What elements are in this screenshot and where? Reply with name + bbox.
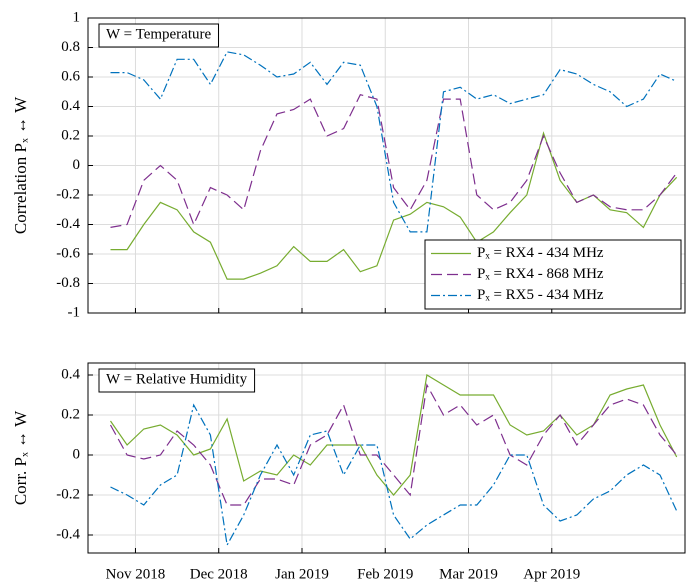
- y-tick-label: 0.6: [61, 68, 80, 84]
- y-axis-label: Correlation Pₓ ↔ W: [11, 96, 30, 234]
- annotation-box: [98, 23, 219, 48]
- y-tick-label: -0.2: [56, 186, 80, 202]
- y-tick-label: -0.8: [56, 275, 80, 291]
- x-tick-label: Apr 2019: [523, 566, 580, 582]
- y-tick-label: -1: [68, 304, 81, 320]
- annotation-box: [98, 368, 256, 393]
- y-tick-label: -0.2: [56, 486, 80, 502]
- legend-label: Pₓ = RX4 - 868 MHz: [477, 266, 604, 282]
- y-tick-label: 0: [73, 446, 81, 462]
- y-tick-label: 0: [73, 157, 81, 173]
- annotation: W = Relative Humidity: [106, 371, 248, 387]
- y-axis-label: Corr. Pₓ ↔ W: [11, 410, 30, 505]
- series-line: [110, 51, 677, 233]
- y-tick-label: 0.4: [61, 366, 80, 382]
- y-tick-label: -0.6: [56, 245, 80, 261]
- y-tick-label: 1: [73, 9, 81, 25]
- x-tick-label: Mar 2019: [439, 566, 498, 582]
- y-tick-label: 0.4: [61, 98, 80, 114]
- x-tick-label: Dec 2018: [190, 566, 248, 582]
- y-tick-label: 0.2: [61, 406, 80, 422]
- plot-frame: [87, 17, 686, 314]
- series-line: [110, 403, 678, 547]
- x-tick-label: Jan 2019: [275, 566, 329, 582]
- series-line: [110, 374, 678, 496]
- plot-background: [88, 363, 685, 553]
- y-tick-label: -0.4: [56, 216, 80, 232]
- series-line: [109, 383, 678, 506]
- annotation: W = Temperature: [106, 26, 211, 42]
- x-tick-label: Nov 2018: [106, 566, 166, 582]
- plot-frame: [87, 362, 686, 554]
- legend-label: Pₓ = RX5 - 434 MHz: [477, 287, 604, 303]
- legend-label: Pₓ = RX4 - 434 MHz: [477, 245, 604, 261]
- series-line: [110, 93, 678, 228]
- x-tick-label: Feb 2019: [357, 566, 413, 582]
- y-tick-label: -0.4: [56, 526, 80, 542]
- y-tick-label: 0.8: [61, 39, 80, 55]
- y-tick-label: 0.2: [61, 127, 80, 143]
